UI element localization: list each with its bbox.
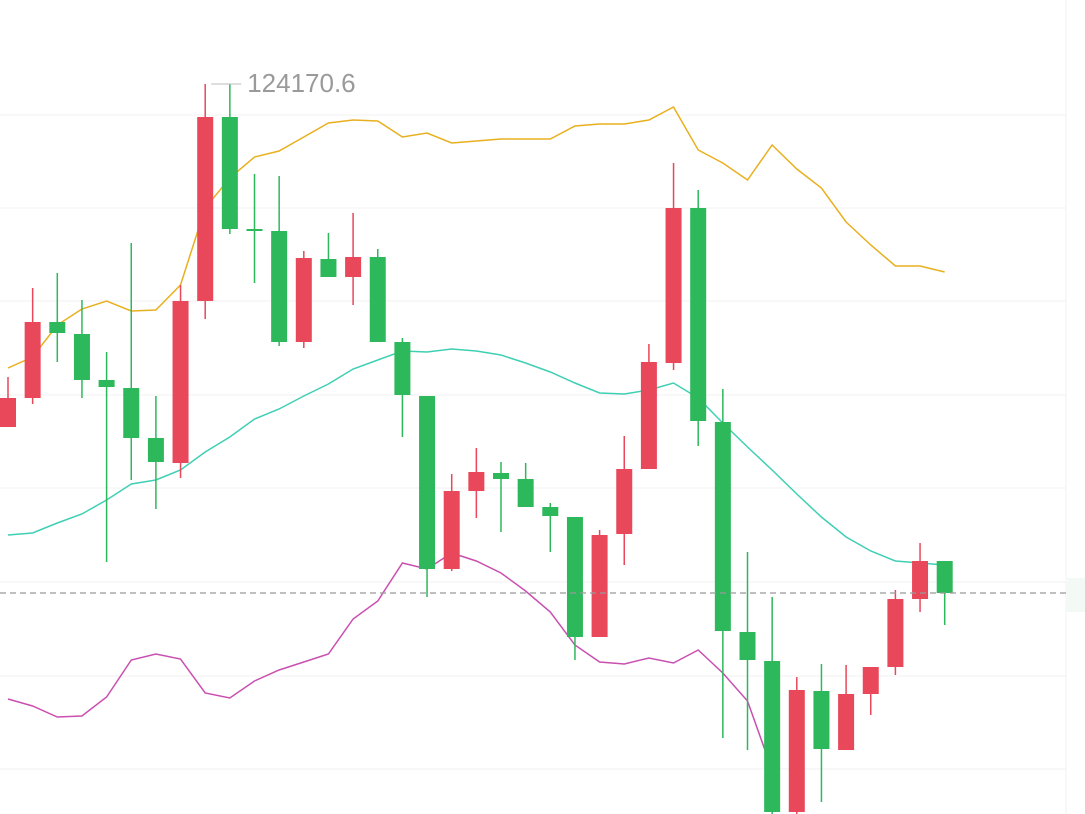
candle-body [320,259,337,277]
candle-body [24,322,41,398]
band-line [7,105,945,369]
candle-body [493,473,509,479]
candle-body [271,231,288,342]
candle-body [912,561,929,599]
candle-body [517,479,534,507]
candle-body [640,362,657,469]
price-tag-bg [1067,578,1085,612]
candle-body [788,690,805,812]
candle-body [764,661,781,812]
candle-body [591,535,608,637]
candle-body [443,491,460,569]
candle-body [690,208,707,421]
candle-body [862,667,879,694]
candle-body [221,117,238,229]
band-line [7,348,945,566]
candle-body [147,438,164,462]
candle-body [369,257,386,342]
candle-body [936,561,953,593]
candle-body [468,472,485,491]
candle-body [49,322,66,333]
candle-body [345,257,362,277]
candle-body [566,517,583,637]
candle-body [73,334,90,380]
candle-body [665,208,682,363]
candle-body [123,388,140,438]
candle-body [0,398,16,427]
candle-body [295,258,312,342]
candle-body [887,599,904,667]
candle-body [197,117,214,301]
candle-body [98,380,115,387]
candle-body [246,229,263,231]
candle-body [714,422,731,631]
candle-body [542,507,559,516]
candle-body [813,691,830,749]
high-label: 124170.6 [247,68,355,98]
candle-body [172,301,189,463]
candle-body [838,694,855,750]
candle-body [616,469,633,534]
band-line [7,552,773,771]
candle-body [419,396,436,569]
candle-body [739,632,756,660]
candle-body [394,342,411,395]
